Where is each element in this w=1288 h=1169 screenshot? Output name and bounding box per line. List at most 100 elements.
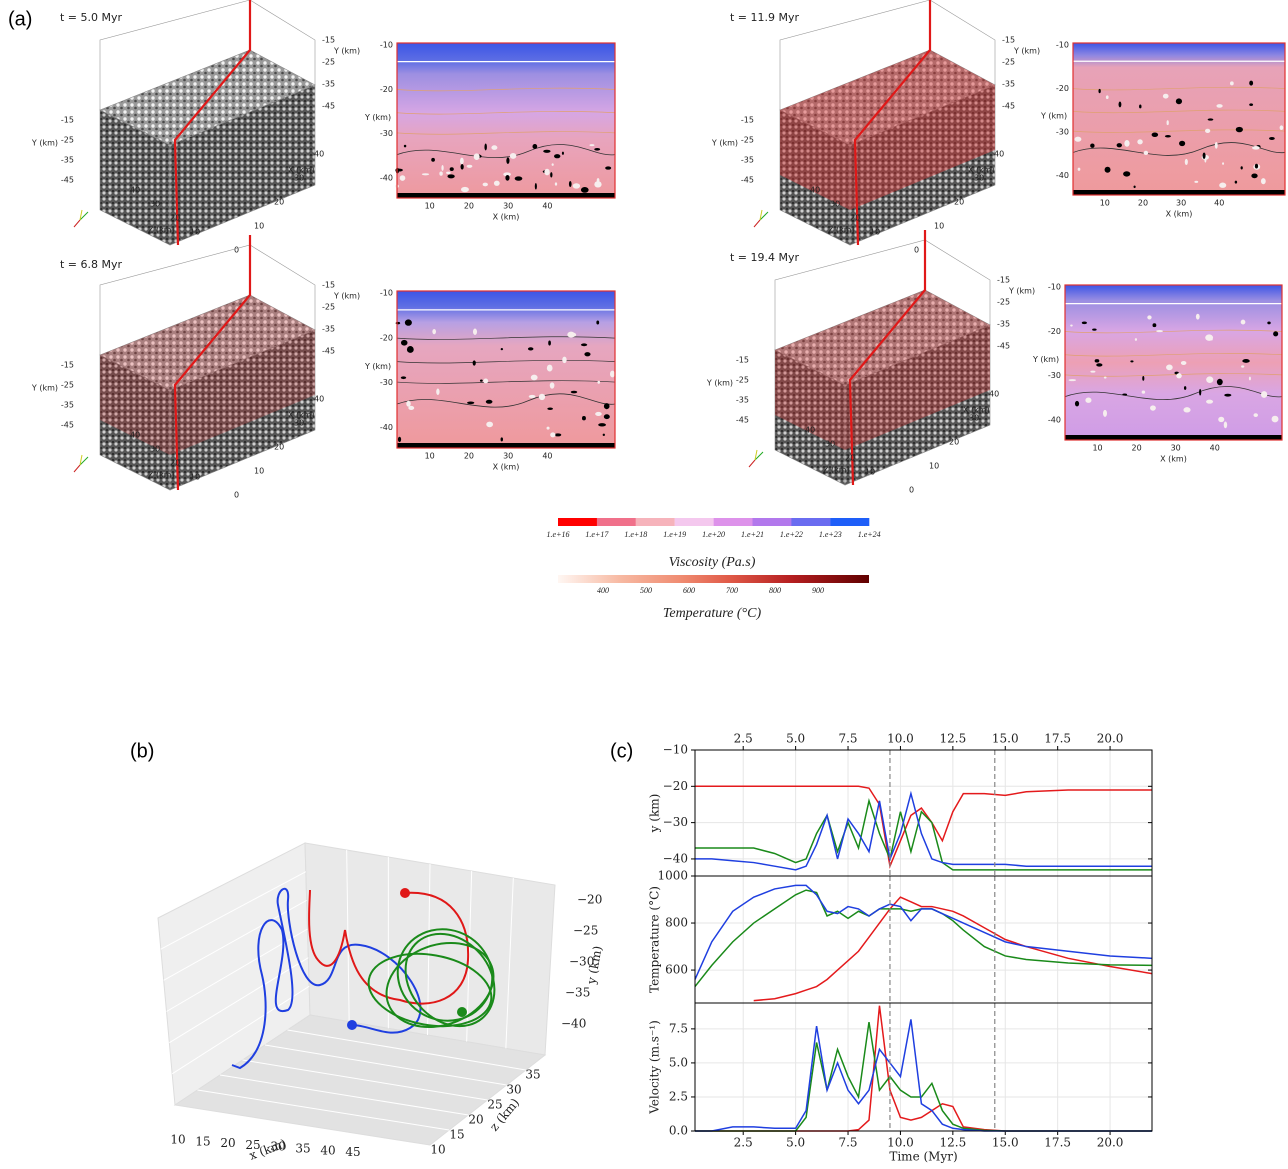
- pane-grid: [466, 870, 473, 1042]
- blob: [431, 157, 435, 162]
- slice-tick-label: 10: [425, 202, 435, 211]
- blob: [1074, 136, 1082, 142]
- blob: [1141, 390, 1146, 394]
- cube-tick-label: -15: [1002, 36, 1015, 45]
- y-tick-label: −30: [569, 955, 594, 969]
- y-tick-label: −25: [573, 924, 598, 938]
- cube-axis-label: X (km): [288, 166, 315, 175]
- cube-tick-label: -35: [736, 396, 749, 405]
- cube-tick-label: -35: [741, 156, 754, 165]
- blob: [1179, 140, 1186, 147]
- blob: [1094, 359, 1100, 363]
- blob: [554, 182, 558, 186]
- slice-trace: [848, 230, 927, 486]
- slice-tick-label: 20: [1132, 444, 1142, 453]
- cube-tick-label: -45: [741, 176, 754, 185]
- blob: [1249, 103, 1254, 106]
- blob: [1194, 180, 1199, 183]
- plot-area: [695, 1003, 1152, 1131]
- blob: [580, 186, 589, 193]
- colorbar-label: 400: [597, 586, 609, 595]
- blob: [491, 145, 498, 150]
- cube-tick-label: -25: [322, 58, 335, 67]
- slice-axis-label: Y (km): [1040, 111, 1067, 120]
- blob: [1103, 376, 1107, 379]
- cube-tick-label: 30: [969, 414, 979, 423]
- blob: [546, 364, 553, 372]
- cube-tick-label: -15: [322, 281, 335, 290]
- slice-border: [1064, 284, 1283, 441]
- slice-field: [1065, 285, 1282, 440]
- cube-tick-label: 40: [314, 395, 324, 404]
- blob: [505, 174, 510, 181]
- blob: [1074, 400, 1080, 407]
- cube-tick-label: -25: [1002, 58, 1015, 67]
- slice-border: [396, 42, 616, 199]
- slice-tick-label: 10: [1092, 444, 1102, 453]
- panel-label: (c): [610, 740, 633, 762]
- cube-tick-label: 20: [850, 214, 860, 223]
- x-tick-label: 17.5: [1044, 732, 1071, 746]
- cube-top-face: [99, 49, 316, 146]
- cube-tick-label: -25: [736, 376, 749, 385]
- slice-tick-label: -30: [380, 129, 393, 138]
- blob: [598, 423, 606, 427]
- cube-view: -15 -25 -35 -45 Y (km) 40 30 20 10 Z (km) 0 10 20 30 4…: [31, 0, 360, 255]
- blob: [1260, 391, 1268, 398]
- cube-tick-label: -15: [997, 276, 1010, 285]
- axis-label: y (km): [584, 945, 605, 986]
- snapshot-time: t = 11.9 Myr: [730, 11, 800, 24]
- y-tick-label: −40: [561, 1017, 586, 1031]
- colorbar-label: 1.e+16: [547, 530, 570, 539]
- plot-area: [695, 876, 1152, 1003]
- x-tick-label: 2.5: [734, 732, 753, 746]
- cube-hot-layer: [775, 290, 990, 450]
- cube-tick-label: -15: [322, 36, 335, 45]
- blob: [1229, 81, 1234, 86]
- x-tick-label: 35: [295, 1142, 310, 1156]
- slice-trace: [173, 235, 252, 491]
- cube-tick-label: -25: [322, 303, 335, 312]
- x-tick-label: 7.5: [838, 732, 857, 746]
- blob: [1116, 143, 1122, 148]
- trajectory: [367, 952, 493, 1028]
- cube-axis-label: Z (km): [823, 466, 850, 475]
- blob: [1175, 98, 1183, 105]
- blob: [1151, 132, 1159, 138]
- x-tick-label: 15: [195, 1134, 210, 1148]
- cube-tick-label: 0: [234, 246, 239, 255]
- blob: [1242, 359, 1250, 363]
- blob: [1205, 128, 1211, 133]
- blob: [581, 416, 586, 421]
- slice-border: [1072, 42, 1286, 196]
- z-tick-label: 35: [525, 1068, 540, 1082]
- slice-tick-label: -10: [380, 289, 393, 298]
- cube-tick-label: -45: [736, 416, 749, 425]
- blob: [482, 182, 488, 187]
- blob: [1164, 135, 1171, 138]
- x-tick-label: 10.0: [887, 1136, 914, 1150]
- y-axis-label: Velocity (m.s⁻¹): [648, 1020, 662, 1115]
- slice-base: [1065, 435, 1282, 440]
- blob: [1183, 407, 1191, 413]
- blob: [395, 168, 403, 172]
- slice-field: [397, 43, 615, 198]
- blob: [602, 433, 605, 437]
- cube-tick-label: -45: [1002, 102, 1015, 111]
- y-tick-label: −30: [663, 815, 688, 829]
- blob: [603, 414, 610, 420]
- blob: [485, 399, 493, 404]
- pane-grid: [346, 849, 350, 1022]
- blob: [1118, 101, 1122, 108]
- trajectory-end: [457, 1007, 467, 1017]
- blob: [1223, 421, 1228, 429]
- cube-tick-label: 40: [314, 150, 324, 159]
- slice-view: -10 -20 -30 -40 Y (km) 10 20 30 40 X (km): [1032, 283, 1283, 464]
- blob: [527, 347, 534, 351]
- blob: [1216, 378, 1223, 386]
- pane-grid: [505, 877, 514, 1049]
- temperature-colorbar: [558, 575, 869, 583]
- blob: [554, 154, 561, 159]
- cube-tick-label: 40: [805, 426, 815, 435]
